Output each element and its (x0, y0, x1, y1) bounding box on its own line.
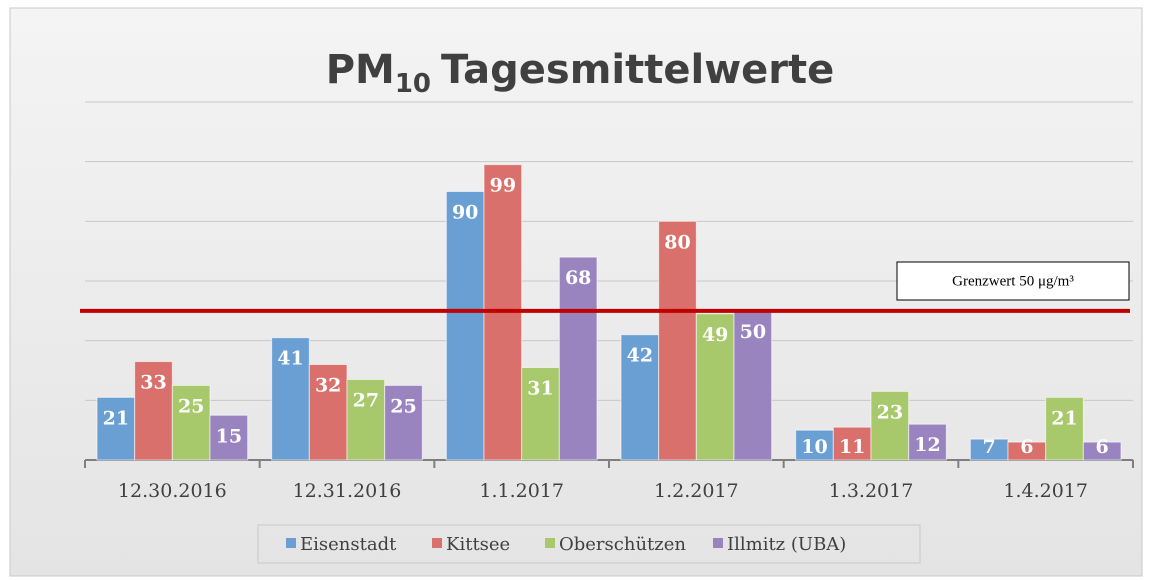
legend-label: Oberschützen (559, 534, 686, 555)
bar (134, 361, 173, 461)
legend-box (257, 524, 921, 564)
bar (209, 414, 249, 461)
bar (620, 334, 660, 461)
bar (832, 426, 872, 461)
bar (1045, 396, 1084, 461)
data-label: 49 (702, 324, 728, 346)
data-label: 23 (877, 401, 903, 423)
data-label: 50 (740, 321, 766, 343)
chart-title: PM10 Tagesmittelwerte (326, 47, 835, 99)
x-tick-label: 1.1.2017 (479, 480, 564, 502)
bar (171, 384, 211, 461)
threshold-label: Grenzwert 50 μg/m³ (952, 273, 1074, 289)
bar (658, 220, 697, 461)
bar (795, 429, 834, 461)
legend-swatch (545, 538, 555, 548)
data-label: 80 (664, 231, 690, 253)
data-label: 21 (103, 407, 129, 429)
bar (346, 378, 386, 461)
bar (1082, 441, 1122, 461)
data-label: 25 (178, 395, 204, 417)
x-tick-label: 12.30.2016 (118, 480, 227, 502)
data-label: 27 (353, 389, 379, 411)
data-label: 33 (140, 372, 166, 394)
legend-swatch (286, 538, 296, 548)
data-label: 42 (627, 345, 653, 367)
bar (695, 313, 735, 461)
legend-label: Illmitz (UBA) (727, 534, 846, 555)
data-label: 11 (839, 436, 865, 458)
bar (384, 384, 423, 461)
data-label: 31 (527, 378, 553, 400)
bar (308, 364, 348, 461)
data-label: 32 (315, 375, 341, 397)
legend-label: Eisenstadt (300, 534, 397, 555)
bar (733, 310, 773, 461)
bar (870, 390, 910, 461)
bar (558, 256, 598, 461)
data-label: 6 (1096, 436, 1109, 458)
bar (271, 337, 310, 461)
legend-swatch (432, 538, 442, 548)
legend: Eisenstadt Kittsee Oberschützen Illmitz (UB… (257, 524, 921, 564)
legend-label: Kittsee (446, 534, 510, 555)
data-label: 6 (1020, 436, 1033, 458)
x-tick-label: 1.3.2017 (829, 480, 914, 502)
x-tick-label: 12.31.2016 (293, 480, 402, 502)
data-label: 99 (490, 175, 516, 197)
data-label: 10 (801, 436, 827, 458)
data-label: 15 (216, 425, 242, 447)
data-label: 7 (983, 436, 996, 458)
x-tick-label: 1.2.2017 (654, 480, 739, 502)
legend-swatch (713, 538, 723, 548)
data-label: 12 (914, 434, 940, 456)
data-label: 90 (452, 202, 478, 224)
data-label: 25 (390, 395, 416, 417)
data-label: 21 (1051, 407, 1077, 429)
bar (445, 191, 485, 461)
threshold-box (896, 261, 1130, 301)
data-label: 41 (277, 348, 303, 370)
bar (908, 423, 947, 461)
bar (521, 367, 560, 461)
bar (96, 396, 136, 461)
data-label: 68 (565, 267, 591, 289)
x-tick-label: 1.4.2017 (1003, 480, 1088, 502)
